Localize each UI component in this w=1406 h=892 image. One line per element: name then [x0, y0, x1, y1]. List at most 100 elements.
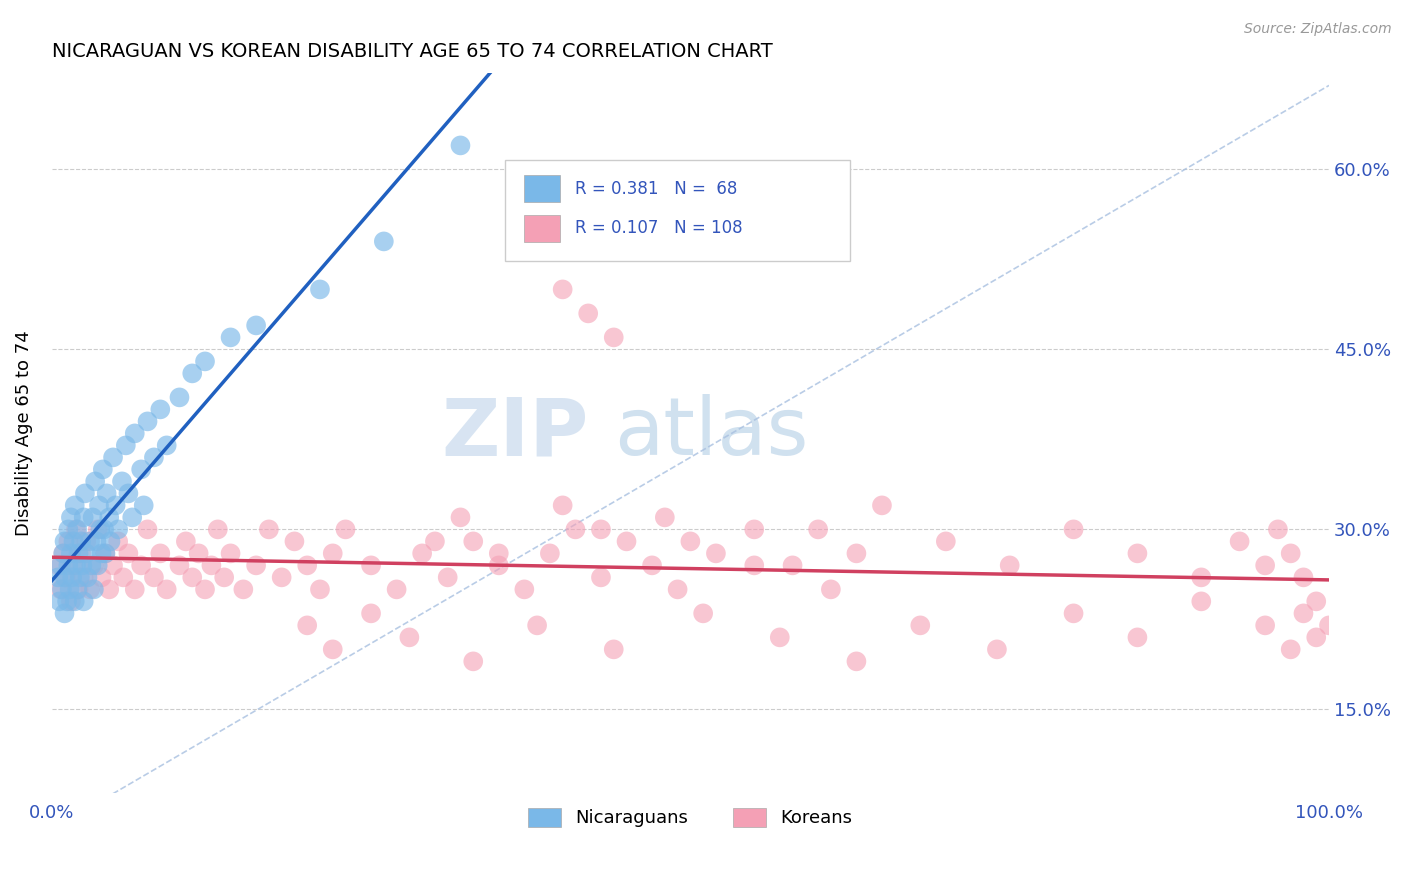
Text: R = 0.381   N =  68: R = 0.381 N = 68 — [575, 179, 738, 198]
Point — [59, 510, 82, 524]
Point — [142, 450, 165, 465]
Point — [1267, 522, 1289, 536]
Point — [820, 582, 842, 597]
Point — [181, 570, 204, 584]
Point — [1229, 534, 1251, 549]
Point — [616, 534, 638, 549]
Point — [93, 522, 115, 536]
Point — [129, 558, 152, 573]
Point — [1189, 570, 1212, 584]
Point — [96, 486, 118, 500]
Point — [136, 414, 159, 428]
Point — [75, 534, 97, 549]
Point — [986, 642, 1008, 657]
Point — [70, 546, 93, 560]
Point — [66, 522, 89, 536]
Point — [207, 522, 229, 536]
Point — [232, 582, 254, 597]
Point — [551, 499, 574, 513]
Point — [65, 522, 87, 536]
Point — [295, 618, 318, 632]
Point — [200, 558, 222, 573]
Point — [538, 546, 561, 560]
Point — [53, 607, 76, 621]
Point — [149, 546, 172, 560]
Point — [212, 570, 235, 584]
Point — [513, 582, 536, 597]
Point — [107, 534, 129, 549]
Point — [1254, 558, 1277, 573]
Point — [322, 642, 344, 657]
Point — [1063, 607, 1085, 621]
Point — [69, 570, 91, 584]
Point — [769, 631, 792, 645]
Point — [70, 534, 93, 549]
Point — [86, 534, 108, 549]
Point — [121, 510, 143, 524]
Point — [49, 582, 72, 597]
Point — [53, 534, 76, 549]
Point — [245, 318, 267, 333]
Point — [1279, 546, 1302, 560]
Point — [124, 582, 146, 597]
Point — [360, 607, 382, 621]
Point — [1254, 618, 1277, 632]
Point — [1126, 546, 1149, 560]
Point — [194, 354, 217, 368]
Point — [845, 546, 868, 560]
Point — [59, 546, 82, 560]
Point — [101, 558, 124, 573]
Point — [679, 534, 702, 549]
Point — [136, 522, 159, 536]
Text: NICARAGUAN VS KOREAN DISABILITY AGE 65 TO 74 CORRELATION CHART: NICARAGUAN VS KOREAN DISABILITY AGE 65 T… — [52, 42, 772, 61]
Point — [132, 499, 155, 513]
Point — [111, 475, 134, 489]
Point — [742, 558, 765, 573]
Point — [67, 546, 90, 560]
Y-axis label: Disability Age 65 to 74: Disability Age 65 to 74 — [15, 331, 32, 536]
Point — [219, 330, 242, 344]
Point — [73, 570, 96, 584]
Point — [66, 582, 89, 597]
Point — [551, 282, 574, 296]
Point — [309, 282, 332, 296]
Point — [309, 582, 332, 597]
Point — [129, 462, 152, 476]
Point — [52, 546, 75, 560]
Point — [117, 486, 139, 500]
Point — [245, 558, 267, 573]
Point — [194, 582, 217, 597]
Point — [76, 570, 98, 584]
Point — [870, 499, 893, 513]
Point — [91, 462, 114, 476]
Point — [79, 582, 101, 597]
Point — [666, 582, 689, 597]
Point — [641, 558, 664, 573]
Point — [83, 582, 105, 597]
Point — [692, 607, 714, 621]
Point — [283, 534, 305, 549]
Point — [65, 558, 87, 573]
Point — [59, 594, 82, 608]
Text: atlas: atlas — [614, 394, 808, 473]
Point — [181, 367, 204, 381]
Point — [423, 534, 446, 549]
Point — [411, 546, 433, 560]
Point — [48, 594, 70, 608]
Text: ZIP: ZIP — [441, 394, 588, 473]
Point — [87, 558, 110, 573]
Point — [295, 558, 318, 573]
Point — [49, 558, 72, 573]
Point — [463, 534, 485, 549]
Point — [80, 558, 103, 573]
Point — [1305, 631, 1327, 645]
Point — [72, 558, 94, 573]
Point — [142, 570, 165, 584]
Point — [98, 510, 121, 524]
Point — [73, 510, 96, 524]
Point — [112, 570, 135, 584]
Point — [450, 510, 472, 524]
Point — [1063, 522, 1085, 536]
Point — [83, 558, 105, 573]
Point — [90, 570, 112, 584]
